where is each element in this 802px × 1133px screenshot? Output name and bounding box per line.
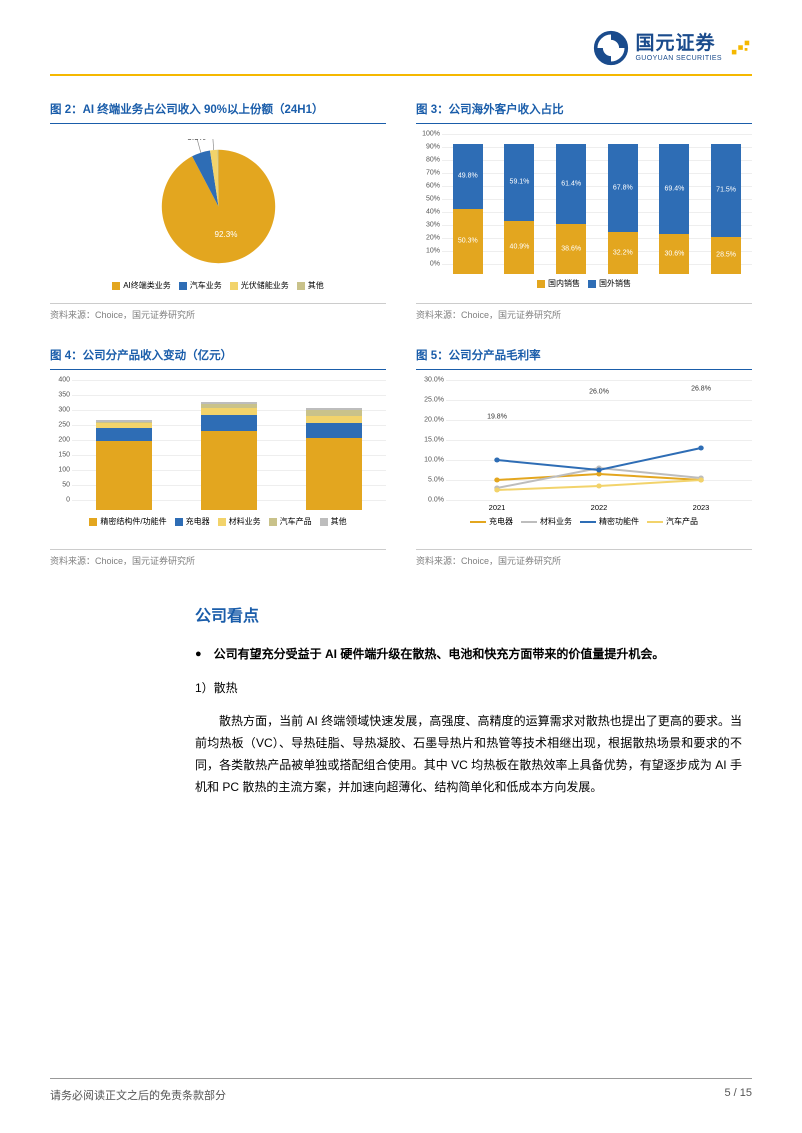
bar-segment [201, 431, 257, 511]
bar-segment [306, 423, 362, 438]
legend-item: 充电器 [175, 516, 210, 527]
chart-3: 图 3：公司海外客户收入占比 0%10%20%30%40%50%60%70%80… [416, 101, 752, 321]
chart5-source: 资料来源：Choice，国元证券研究所 [416, 549, 752, 567]
bar-segment [306, 438, 362, 510]
footer-left: 请务必阅读正文之后的免责条款部分 [50, 1087, 226, 1103]
chart-5: 图 5：公司分产品毛利率 0.0%5.0%10.0%15.0%20.0%25.0… [416, 347, 752, 567]
bar-segment: 69.4% [659, 144, 689, 234]
chart3-source: 资料来源：Choice，国元证券研究所 [416, 303, 752, 321]
legend-item: 汽车业务 [179, 280, 222, 291]
bar-segment: 30.6% [659, 234, 689, 274]
legend-item: 其他 [297, 280, 324, 291]
legend-item: 充电器 [470, 516, 513, 527]
chart4-source: 资料来源：Choice，国元证券研究所 [50, 549, 386, 567]
data-label: 19.8% [487, 413, 507, 420]
legend-item: 其他 [320, 516, 347, 527]
bar-column: 30.6%69.4% [659, 134, 689, 274]
data-label: 26.8% [691, 385, 711, 392]
bar-column [96, 380, 152, 510]
legend-item: 精密功能件 [580, 516, 639, 527]
bar-column: 32.2%67.8% [608, 134, 638, 274]
chart2-canvas: 92.3%5.3%2.1% AI终端类业务汽车业务光伏储能业务其他 [50, 134, 386, 299]
line-marker [698, 446, 703, 451]
bar-segment: 61.4% [556, 144, 586, 224]
chart4-canvas: 050100150200250300350400202120222023精密结构… [50, 380, 386, 545]
bar-column [201, 380, 257, 510]
pie-label: 5.3% [187, 139, 205, 142]
body-paragraph-1: 散热方面，当前 AI 终端领域快速发展，高强度、高精度的运算需求对散热也提出了更… [195, 710, 742, 799]
bar-segment: 71.5% [711, 144, 741, 237]
chart4-title: 图 4：公司分产品收入变动（亿元） [50, 347, 386, 370]
bar-segment: 32.2% [608, 232, 638, 274]
chart-2: 图 2：AI 终端业务占公司收入 90%以上份额（24H1） 92.3% 5.3%… [50, 101, 386, 321]
logo-icon [593, 30, 629, 66]
legend-item: 精密结构件/功能件 [89, 516, 166, 527]
chart2-source: 资料来源：Choice，国元证券研究所 [50, 303, 386, 321]
legend-item: 国外销售 [588, 278, 631, 289]
chart5-title: 图 5：公司分产品毛利率 [416, 347, 752, 370]
chart2-legend: AI终端类业务汽车业务光伏储能业务其他 [50, 280, 386, 291]
sub-heading-1: 1）散热 [195, 677, 742, 700]
bullet-icon: ● [195, 644, 202, 665]
line-marker [698, 478, 703, 483]
chart-4: 图 4：公司分产品收入变动（亿元） 0501001502002503003504… [50, 347, 386, 567]
text-section: 公司看点 ● 公司有望充分受益于 AI 硬件端升级在散热、电池和快充方面带来的价… [50, 602, 752, 798]
line-marker [494, 478, 499, 483]
bar-segment: 49.8% [453, 144, 483, 209]
footer-right: 5 / 15 [724, 1087, 752, 1103]
bar-segment [96, 441, 152, 510]
page-footer: 请务必阅读正文之后的免责条款部分 5 / 15 [50, 1078, 752, 1103]
legend-item: 材料业务 [218, 516, 261, 527]
bar-column: 50.3%49.8% [453, 134, 483, 274]
bar-segment: 67.8% [608, 144, 638, 232]
bar-segment: 38.6% [556, 224, 586, 274]
page-header: 国元证券 GUOYUAN SECURITIES [50, 30, 752, 76]
legend-item: AI终端类业务 [112, 280, 171, 291]
legend-item: 材料业务 [521, 516, 572, 527]
legend-item: 汽车产品 [269, 516, 312, 527]
legend-item: 汽车产品 [647, 516, 698, 527]
bar-column: 38.6%61.4% [556, 134, 586, 274]
bullet-1-text: 公司有望充分受益于 AI 硬件端升级在散热、电池和快充方面带来的价值量提升机会。 [214, 644, 665, 665]
bar-segment: 28.5% [711, 237, 741, 274]
legend-item: 光伏储能业务 [230, 280, 289, 291]
pie-label: 92.3% [214, 230, 237, 239]
charts-row-2: 图 4：公司分产品收入变动（亿元） 0501001502002503003504… [50, 347, 752, 567]
line-marker [596, 484, 601, 489]
line-marker [596, 468, 601, 473]
bar-segment [201, 415, 257, 431]
chart3-canvas: 0%10%20%30%40%50%60%70%80%90%100%50.3%49… [416, 134, 752, 299]
charts-row-1: 图 2：AI 终端业务占公司收入 90%以上份额（24H1） 92.3% 5.3%… [50, 101, 752, 321]
bar-segment: 59.1% [504, 144, 534, 221]
brand-logo: 国元证券 GUOYUAN SECURITIES [593, 30, 752, 66]
line-marker [494, 488, 499, 493]
brand-name-cn: 国元证券 [635, 34, 722, 55]
chart3-title: 图 3：公司海外客户收入占比 [416, 101, 752, 124]
data-label: 26.0% [589, 388, 609, 395]
bar-segment [201, 408, 257, 415]
brand-name-en: GUOYUAN SECURITIES [635, 55, 722, 63]
bar-column: 40.9%59.1% [504, 134, 534, 274]
section-heading: 公司看点 [195, 602, 742, 626]
bar-segment [306, 416, 362, 424]
line-marker [494, 458, 499, 463]
logo-accent-icon [730, 37, 752, 59]
bar-segment: 40.9% [504, 221, 534, 274]
bar-segment: 50.3% [453, 209, 483, 274]
chart5-canvas: 0.0%5.0%10.0%15.0%20.0%25.0%30.0%19.8%26… [416, 380, 752, 545]
chart2-title: 图 2：AI 终端业务占公司收入 90%以上份额（24H1） [50, 101, 386, 124]
bar-column [306, 380, 362, 510]
legend-item: 国内销售 [537, 278, 580, 289]
bar-column: 28.5%71.5% [711, 134, 741, 274]
bar-segment [96, 428, 152, 442]
